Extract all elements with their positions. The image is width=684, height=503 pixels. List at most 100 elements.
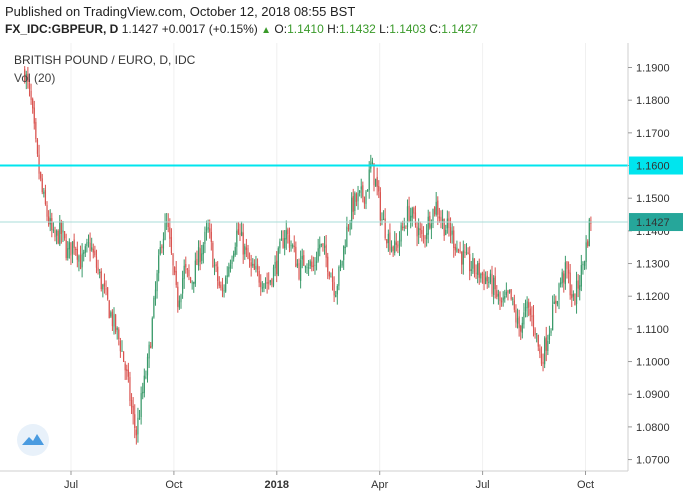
candle: [126, 364, 128, 380]
chart-title: BRITISH POUND / EURO, D, IDC: [14, 53, 196, 67]
candle: [421, 223, 423, 242]
candle: [451, 223, 453, 244]
candle: [132, 397, 134, 425]
candle: [441, 209, 444, 230]
candle: [266, 272, 268, 294]
candle: [445, 224, 447, 236]
candle: [54, 226, 56, 242]
candle: [448, 211, 450, 237]
candle: [488, 276, 490, 288]
candle: [274, 255, 276, 277]
candle: [154, 281, 157, 306]
candle: [134, 404, 136, 439]
candle: [148, 341, 150, 369]
candle: [537, 334, 539, 352]
candle: [359, 190, 361, 197]
candle: [87, 234, 90, 248]
tradingview-logo-icon[interactable]: [17, 424, 49, 456]
candle: [76, 241, 78, 268]
candle: [558, 282, 560, 310]
candle: [193, 281, 195, 293]
candle: [489, 269, 492, 285]
candle: [287, 227, 289, 244]
published-line: Published on TradingView.com, October 12…: [5, 4, 356, 19]
y-tick-label-0: 1.1900: [636, 63, 670, 75]
candle: [174, 266, 176, 276]
candle: [406, 199, 409, 236]
candle: [197, 240, 200, 271]
candle: [523, 303, 525, 329]
close-value: 1.1427: [441, 22, 478, 36]
candle: [94, 245, 96, 258]
candle: [161, 244, 163, 254]
y-tick-label-4: 1.1500: [636, 193, 670, 205]
candle: [55, 229, 58, 245]
candle: [102, 283, 104, 298]
candle: [371, 157, 373, 165]
candle: [526, 296, 528, 318]
candle: [477, 260, 479, 284]
candle: [430, 219, 433, 240]
y-tick-label-7: 1.1200: [636, 291, 670, 303]
candle: [272, 264, 275, 288]
candle: [547, 334, 549, 356]
candle: [426, 224, 428, 247]
candle: [115, 313, 117, 335]
candle: [550, 328, 552, 337]
candle: [505, 282, 507, 298]
candle: [536, 333, 538, 343]
candle: [68, 238, 70, 259]
candle: [552, 295, 554, 331]
candle: [248, 252, 251, 268]
chart-area[interactable]: 1.19001.18001.17001.16001.15001.14001.13…: [0, 43, 684, 503]
candle: [553, 294, 555, 305]
candle: [518, 309, 520, 337]
candle: [510, 289, 512, 301]
candle: [186, 267, 188, 278]
candle: [264, 277, 267, 289]
candle: [28, 79, 31, 97]
candle: [365, 190, 367, 210]
candle: [119, 337, 121, 358]
candle: [485, 271, 487, 285]
candle: [539, 344, 541, 359]
candle: [548, 325, 551, 344]
y-tick-label-1: 1.1800: [636, 95, 670, 107]
candle: [481, 271, 484, 284]
candle: [40, 171, 42, 182]
candle: [400, 222, 402, 247]
candle: [532, 304, 535, 337]
y-tick-label-6: 1.1300: [636, 259, 670, 271]
candle: [44, 184, 47, 206]
candle: [241, 221, 243, 237]
candle: [331, 268, 334, 291]
candle: [234, 242, 236, 257]
candle: [480, 272, 482, 283]
candle: [255, 255, 257, 273]
candle: [169, 218, 171, 248]
high-label: H:: [327, 22, 340, 36]
candle: [65, 233, 67, 261]
candle: [307, 259, 310, 276]
candle: [347, 224, 350, 232]
candle: [531, 306, 533, 327]
x-tick-label-1: Oct: [165, 479, 182, 491]
candle: [319, 236, 321, 257]
price-chart[interactable]: 1.19001.18001.17001.16001.15001.14001.13…: [0, 43, 684, 503]
candle: [469, 246, 471, 281]
candle: [212, 240, 214, 268]
candle: [491, 265, 493, 297]
candle: [333, 276, 335, 303]
candle: [181, 270, 184, 299]
candle: [293, 235, 295, 253]
candle: [178, 295, 181, 310]
candle: [167, 213, 169, 233]
candle: [497, 289, 499, 305]
candle: [397, 240, 399, 254]
candle: [516, 308, 519, 329]
candle: [205, 220, 208, 241]
candle: [290, 240, 292, 252]
candle: [456, 240, 458, 253]
candle: [164, 213, 166, 241]
candle: [494, 267, 496, 299]
